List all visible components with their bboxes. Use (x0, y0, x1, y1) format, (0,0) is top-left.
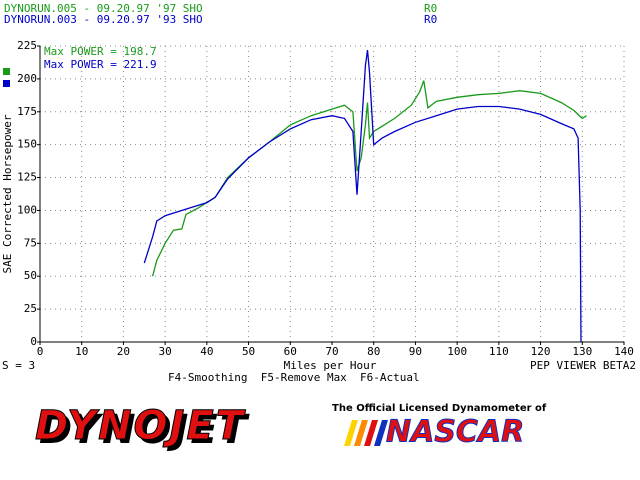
dynojet-logo: DYNOJET DYNOJET (35, 403, 250, 454)
x-tick-label: 130 (572, 345, 592, 358)
x-tick-label: 0 (37, 345, 44, 358)
stripe (364, 420, 378, 446)
y-tick-label: 50 (24, 269, 37, 282)
nascar-logo: NASCAR (344, 414, 525, 450)
x-tick-label: 70 (325, 345, 338, 358)
tagline: The Official Licensed Dynamometer of (332, 403, 547, 414)
brand: DYNOJET (35, 403, 246, 449)
x-tick-label: 20 (117, 345, 130, 358)
legend-swatch (3, 68, 10, 75)
header-line: DYNORUN.005 - 09.20.97 '97 SHO (4, 2, 203, 15)
smoothing: S = 3 (2, 359, 35, 372)
stripe (374, 420, 388, 446)
legend-label: Max POWER = 221.9 (44, 58, 157, 71)
legend-label: Max POWER = 198.7 (44, 45, 157, 58)
x-tick-label: 90 (409, 345, 422, 358)
x-tick-label: 110 (489, 345, 509, 358)
y-tick-label: 175 (17, 105, 37, 118)
x-tick-label: 40 (200, 345, 213, 358)
legend-swatch (3, 80, 10, 87)
stripe (354, 420, 368, 446)
x-axis-label: Miles per Hour (284, 359, 377, 372)
x-tick-label: 100 (447, 345, 467, 358)
x-tick-label: 10 (75, 345, 88, 358)
power-curve (151, 80, 587, 277)
y-tick-label: 25 (24, 302, 37, 315)
function-keys: F4-Smoothing F5-Remove Max F6-Actual (168, 371, 420, 384)
x-tick-label: 80 (367, 345, 380, 358)
y-tick-label: 75 (24, 236, 37, 249)
y-tick-label: 0 (30, 335, 37, 348)
y-axis-label: SAE Corrected Horsepower (1, 114, 14, 273)
x-tick-label: 60 (284, 345, 297, 358)
y-tick-label: 125 (17, 171, 37, 184)
y-tick-label: 150 (17, 138, 37, 151)
version: PEP VIEWER BETA2 (530, 359, 636, 372)
stripe (344, 420, 358, 446)
x-tick-label: 50 (242, 345, 255, 358)
y-tick-label: 200 (17, 72, 37, 85)
y-tick-label: 100 (17, 203, 37, 216)
y-tick-label: 225 (17, 39, 37, 52)
brand-shadow: DYNOJET (39, 407, 250, 453)
header-tag: R0 (424, 13, 437, 26)
partner: NASCAR (386, 415, 524, 450)
x-tick-label: 120 (531, 345, 551, 358)
x-tick-label: 30 (159, 345, 172, 358)
power-curve (143, 50, 582, 343)
header-line: DYNORUN.003 - 09.20.97 '93 SHO (4, 13, 203, 26)
header-tag: R0 (424, 2, 437, 15)
x-tick-label: 140 (614, 345, 634, 358)
